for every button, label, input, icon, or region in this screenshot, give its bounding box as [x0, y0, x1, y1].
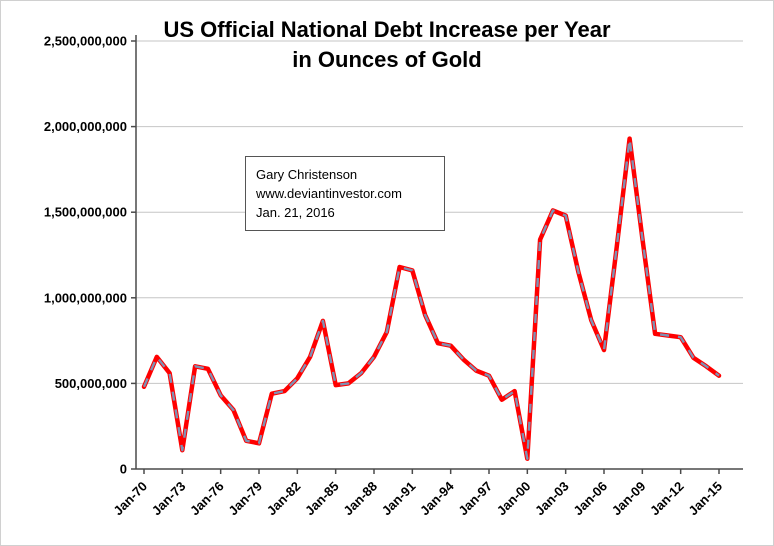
- y-axis-tick-label: 2,000,000,000: [44, 119, 127, 134]
- x-axis-tick-label: Jan-76: [187, 479, 227, 519]
- x-axis-tick-label: Jan-00: [494, 479, 534, 519]
- chart-title-line1: US Official National Debt Increase per Y…: [163, 17, 611, 42]
- x-axis-tick-label: Jan-73: [149, 479, 189, 519]
- x-axis-tick-label: Jan-09: [609, 479, 649, 519]
- annotation-author: Gary Christenson: [256, 167, 358, 182]
- x-axis-tick-label: Jan-91: [379, 479, 419, 519]
- x-axis-tick-label: Jan-03: [532, 479, 572, 519]
- y-axis-tick-label: 1,500,000,000: [44, 205, 127, 220]
- y-axis-tick-label: 500,000,000: [55, 376, 127, 391]
- x-axis-tick-label: Jan-06: [570, 479, 610, 519]
- y-axis-tick-label: 2,500,000,000: [44, 34, 127, 49]
- x-axis-tick-label: Jan-85: [302, 479, 342, 519]
- x-axis-tick-label: Jan-79: [225, 479, 265, 519]
- x-axis-tick-label: Jan-15: [685, 479, 725, 519]
- y-axis-tick-label: 0: [120, 462, 127, 477]
- annotation-website: www.deviantinvestor.com: [256, 186, 402, 201]
- x-axis-tick-label: Jan-94: [417, 478, 457, 518]
- x-axis-tick-label: Jan-82: [264, 479, 304, 519]
- y-axis-tick-label: 1,000,000,000: [44, 290, 127, 305]
- series-line-dashed-overlay: [142, 137, 720, 460]
- x-axis-tick-label: Jan-97: [455, 479, 495, 519]
- x-axis-tick-label: Jan-88: [340, 479, 380, 519]
- x-axis-tick-label: Jan-12: [647, 479, 687, 519]
- x-axis-tick-label: Jan-70: [110, 479, 150, 519]
- annotation-box: Gary Christenson www.deviantinvestor.com…: [245, 156, 445, 231]
- chart-title-line2: in Ounces of Gold: [292, 47, 482, 72]
- chart-title: US Official National Debt Increase per Y…: [1, 15, 773, 75]
- annotation-date: Jan. 21, 2016: [256, 205, 335, 220]
